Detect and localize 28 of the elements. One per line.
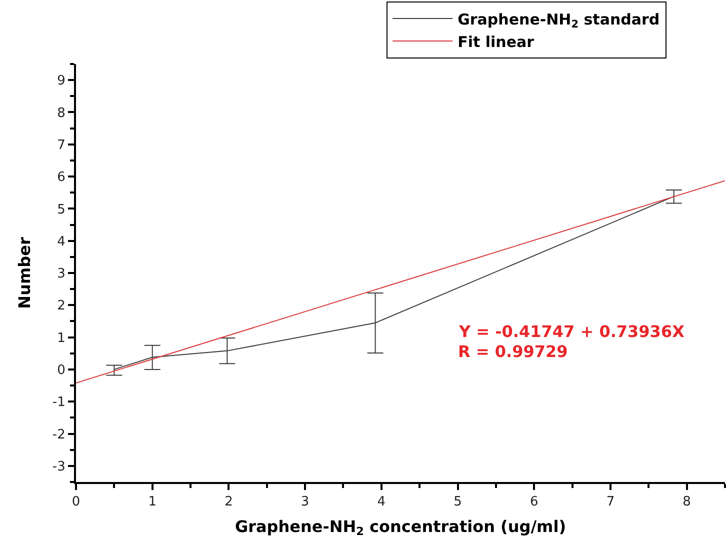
y-tick-label: -2 [52,427,66,442]
x-tick-label: 2 [224,494,233,510]
y-tick-label: 5 [57,202,66,218]
y-axis-title: Number [14,237,34,309]
y-tick-label: 7 [57,138,66,153]
x-tick-label: 4 [377,494,386,510]
y-tick-label: 1 [57,330,66,346]
y-tick-label: 2 [57,298,66,314]
y-tick-label: 8 [57,106,66,121]
y-tick-label: 0 [57,363,66,378]
x-tick-label: 5 [454,494,462,510]
y-tick-label: -1 [52,395,66,410]
y-tick-label: -3 [52,459,66,474]
x-tick-label: 8 [682,494,691,510]
x-tick-label: 7 [606,494,615,510]
x-tick-label: 1 [148,494,156,510]
x-tick-label: 0 [72,494,80,510]
y-tick-label: 4 [57,234,66,250]
annotation: Y = -0.41747 + 0.73936X [458,322,686,341]
y-tick-label: 6 [57,170,66,186]
y-tick-label: 3 [57,266,66,282]
y-tick-label: 9 [57,74,66,89]
legend-label: Fit linear [458,32,535,51]
x-axis-title: Graphene-NH$_{2}$ concentration (ug/ml) [234,516,566,538]
x-tick-label: 6 [530,494,538,510]
legend-label: Graphene-NH$_{2}$ standard [458,10,660,31]
x-tick-label: 3 [300,494,310,510]
annotation: R = 0.99729 [458,342,568,361]
